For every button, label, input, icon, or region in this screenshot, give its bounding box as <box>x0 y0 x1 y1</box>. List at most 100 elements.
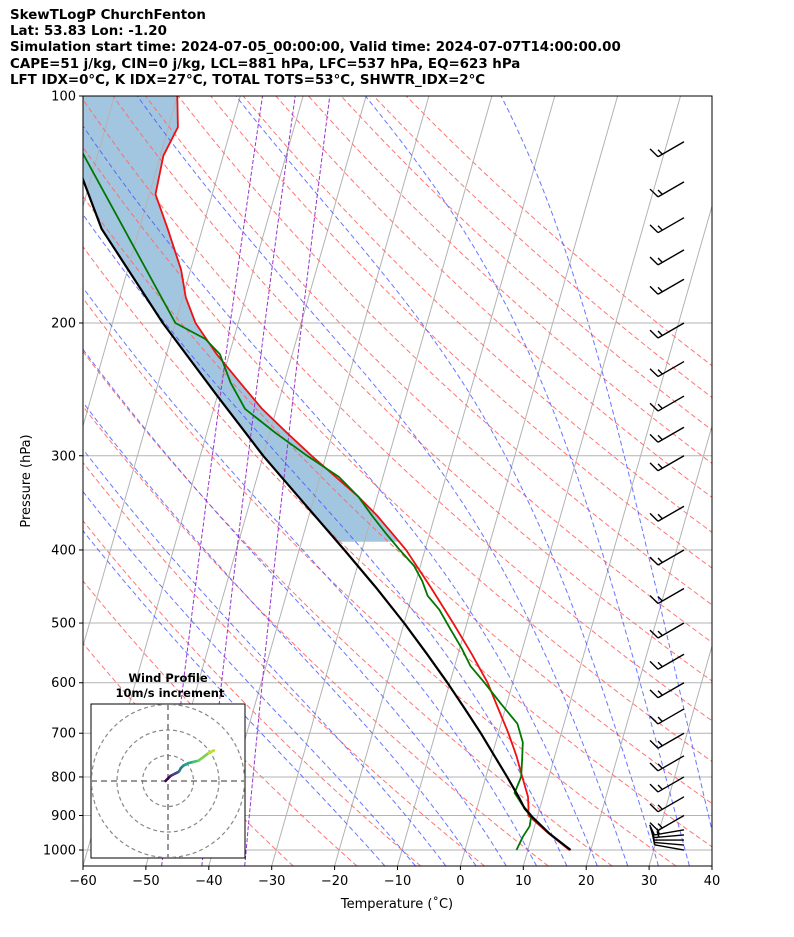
dry-adiabat-line <box>83 245 712 848</box>
moist-adiabat-line <box>365 96 690 866</box>
wind-barb-feather <box>649 224 659 234</box>
y-tick-label: 800 <box>51 770 76 785</box>
cape-area-layer <box>83 96 400 542</box>
profile-lines-layer <box>83 96 572 851</box>
dry-adiabat-line <box>145 96 712 644</box>
wind-barb-feather <box>649 285 659 295</box>
wind-barb-feather <box>649 329 659 339</box>
isotherm-line <box>83 96 178 428</box>
wind-barb <box>649 622 685 639</box>
dry-adiabat-line <box>405 96 712 367</box>
wind-barb <box>649 814 685 832</box>
wind-barb <box>649 278 685 295</box>
cape-shaded-area <box>83 96 400 542</box>
wind-barb <box>649 249 685 266</box>
wind-barb <box>649 395 685 412</box>
dry-adiabat-line <box>83 350 613 866</box>
x-tick-label: −40 <box>195 874 222 889</box>
wind-barb <box>649 360 685 378</box>
wind-barb <box>649 217 685 234</box>
wind-barb <box>649 653 685 670</box>
y-tick-label: 900 <box>51 809 76 824</box>
grid-layer <box>83 96 712 866</box>
wind-barb-half-feather <box>657 369 663 375</box>
dry-adiabat-line <box>210 96 712 569</box>
wind-barb <box>649 322 685 339</box>
wind-barb-half-feather <box>657 434 663 441</box>
wind-barb-half-feather <box>657 286 663 293</box>
y-tick-label: 200 <box>51 316 76 331</box>
mixing-ratio-line <box>244 96 331 866</box>
wind-barb-half-feather <box>657 630 663 637</box>
wind-barb-half-feather <box>657 823 663 829</box>
dry-adiabat-line <box>177 96 712 606</box>
wind-barb <box>649 549 685 566</box>
hodograph-title: Wind Profile <box>128 671 208 685</box>
moist-adiabat-line <box>235 96 659 866</box>
x-tick-label: −60 <box>69 874 96 889</box>
wind-barb-half-feather <box>657 149 663 155</box>
dry-adiabat-line <box>83 520 422 866</box>
moist-adiabat-line <box>83 348 507 866</box>
moist-adiabat-line <box>500 96 712 833</box>
isotherm-line <box>522 204 712 866</box>
dry-adiabat-line <box>83 297 677 866</box>
dry-adiabat-line <box>83 461 485 866</box>
wind-barbs-layer <box>648 141 685 851</box>
wind-barb <box>649 181 685 198</box>
title-times: Simulation start time: 2024-07-05_00:00:… <box>10 40 621 56</box>
wind-barb-half-feather <box>657 330 663 336</box>
wind-barb-feather <box>649 368 659 378</box>
y-tick-label: 500 <box>51 617 76 632</box>
wind-barb <box>649 755 685 772</box>
moist-adiabat-line <box>83 529 386 866</box>
x-tick-label: 0 <box>456 874 464 889</box>
y-tick-label: 700 <box>51 727 76 742</box>
isotherm-line <box>459 96 681 866</box>
wind-barb <box>649 682 685 699</box>
wind-barb-feather <box>649 148 659 158</box>
x-tick-label: 40 <box>704 874 721 889</box>
y-axis-label: Pressure (hPa) <box>19 434 34 527</box>
wind-barb-half-feather <box>657 403 663 410</box>
moist-adiabat-line <box>83 125 598 866</box>
title-indices-1: CAPE=51 j/kg, CIN=0 j/kg, LCL=881 hPa, L… <box>10 56 521 72</box>
wind-barb-half-feather <box>657 463 663 469</box>
wind-barb-feather <box>649 689 659 699</box>
isotherm-line <box>271 96 493 866</box>
moist-adiabat-line <box>83 286 538 866</box>
wind-barb-feather <box>649 512 659 522</box>
wind-barb-feather <box>649 402 659 412</box>
dry-adiabat-line <box>242 96 712 533</box>
isotherm-line <box>83 96 241 648</box>
x-tick-label: 10 <box>515 874 532 889</box>
x-tick-label: 30 <box>641 874 658 889</box>
wind-barb <box>649 587 685 605</box>
wind-barb <box>649 776 685 793</box>
y-tick-label: 400 <box>51 543 76 558</box>
wind-barb-feather <box>648 824 656 836</box>
y-tick-label: 1000 <box>43 844 76 859</box>
parcel-profile-line <box>83 176 572 851</box>
isotherm-line <box>648 644 712 866</box>
y-tick-label: 300 <box>51 449 76 464</box>
wind-barb <box>649 505 685 522</box>
wind-barb-half-feather <box>657 804 663 810</box>
wind-barb-feather <box>649 462 659 472</box>
wind-barb-feather <box>649 433 659 443</box>
dry-adiabat-line <box>373 96 712 399</box>
wind-barb-half-feather <box>657 189 663 195</box>
isotherm-line <box>711 864 712 866</box>
wind-barb-feather <box>649 783 659 793</box>
hodograph-inset: Wind Profile 10m/s increment <box>90 671 246 859</box>
wind-barb-half-feather <box>657 740 663 747</box>
title-location: Lat: 53.83 Lon: -1.20 <box>10 24 167 40</box>
wind-barb-half-feather <box>657 557 663 563</box>
wind-barb-half-feather <box>657 596 663 602</box>
wind-barb-feather <box>649 739 659 749</box>
chart-title-block: SkewTLogP ChurchFenton Lat: 53.83 Lon: -… <box>10 8 621 89</box>
wind-barb-feather <box>649 256 659 266</box>
wind-barb-feather <box>649 715 659 725</box>
title-station: SkewTLogP ChurchFenton <box>10 8 206 23</box>
